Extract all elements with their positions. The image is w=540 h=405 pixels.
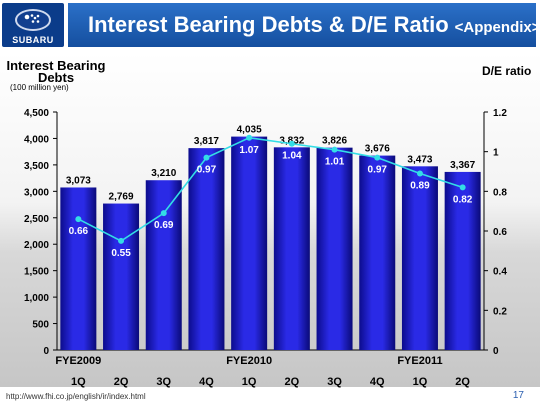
de-ratio-label: 0.55 (111, 248, 131, 259)
de-ratio-label: 0.82 (453, 194, 473, 205)
de-ratio-label: 0.66 (69, 226, 89, 237)
bar (316, 147, 353, 350)
y2-tick-label: 1 (493, 148, 499, 159)
bar (145, 180, 182, 350)
subaru-logo: SUBARU (2, 3, 64, 47)
bar-value-label: 3,817 (194, 136, 219, 147)
x-tick-label: 1Q (413, 376, 428, 388)
stars-icon (24, 14, 40, 23)
footer: http://www.fhi.co.jp/english/ir/index.ht… (0, 388, 540, 405)
title-main: Interest Bearing Debts & D/E Ratio (88, 12, 449, 37)
title-bar: Interest Bearing Debts & D/E Ratio <Appen… (68, 3, 540, 47)
de-ratio-point (203, 154, 210, 161)
de-ratio-line (77, 136, 463, 242)
x-tick-label: 4Q (370, 376, 385, 388)
y-tick-label: 4,000 (24, 134, 49, 145)
y2-tick-label: 0.4 (493, 267, 507, 278)
y2-tick-label: 0 (493, 346, 499, 357)
bar (359, 155, 396, 350)
y2-tick-label: 1.2 (493, 108, 507, 119)
bar (273, 147, 310, 350)
page-number: 17 (512, 390, 524, 401)
y2-tick-label: 0.2 (493, 306, 507, 317)
bar-value-label: 3,073 (66, 175, 91, 186)
de-ratio-label: 1.07 (239, 145, 259, 156)
fiscal-year-label: FYE2011 (397, 355, 442, 367)
footer-url: http://www.fhi.co.jp/english/ir/index.ht… (6, 392, 146, 401)
y2-axis-title: D/E ratio (482, 64, 532, 78)
page-title: Interest Bearing Debts & D/E Ratio <Appen… (88, 12, 540, 38)
header: SUBARU Interest Bearing Debts & D/E Rati… (0, 0, 540, 50)
y-axis-title: Interest Bearing Debts (6, 58, 106, 85)
y-tick-label: 2,500 (24, 214, 49, 225)
y-tick-label: 3,500 (24, 161, 49, 172)
x-tick-label: 2Q (114, 376, 129, 388)
de-ratio-label: 0.89 (410, 180, 430, 191)
x-tick-label: 3Q (156, 376, 171, 388)
y-tick-label: 3,000 (24, 187, 49, 198)
bar-value-label: 3,367 (450, 160, 475, 171)
x-tick-label: 2Q (285, 376, 300, 388)
bar-value-label: 3,473 (407, 154, 432, 165)
bar-value-label: 2,769 (109, 192, 134, 203)
x-tick-label: 2Q (455, 376, 470, 388)
y2-tick-label: 0.6 (493, 227, 507, 238)
bar-value-label: 3,826 (322, 136, 347, 147)
de-ratio-point (246, 134, 253, 141)
y-tick-label: 1,500 (24, 267, 49, 278)
x-tick-label: 4Q (199, 376, 214, 388)
de-ratio-label: 1.01 (325, 157, 345, 168)
bar-value-label: 4,035 (237, 125, 262, 136)
x-tick-label: 3Q (327, 376, 342, 388)
y-tick-label: 1,000 (24, 293, 49, 304)
de-ratio-point (288, 140, 295, 147)
de-ratio-point (160, 210, 167, 217)
bar-value-label: 3,676 (365, 144, 390, 155)
bar (188, 148, 225, 350)
de-ratio-point (75, 216, 82, 223)
logo-text: SUBARU (12, 35, 54, 45)
y-tick-label: 4,500 (24, 108, 49, 119)
de-ratio-label: 1.04 (282, 151, 302, 162)
de-ratio-point (118, 237, 125, 244)
fiscal-year-label: FYE2010 (226, 355, 272, 367)
title-suffix: <Appendix> (454, 19, 540, 36)
logo-oval-icon (15, 9, 51, 31)
bar-value-label: 3,210 (151, 168, 176, 179)
y-tick-label: 2,000 (24, 240, 49, 251)
de-ratio-label: 0.97 (197, 165, 217, 176)
y-axis-unit: (100 million yen) (10, 83, 69, 92)
x-tick-label: 1Q (242, 376, 257, 388)
de-ratio-label: 0.69 (154, 220, 174, 231)
bar (401, 166, 438, 350)
y2-tick-label: 0.8 (493, 187, 507, 198)
de-ratio-point (331, 146, 338, 153)
bar (444, 171, 481, 350)
de-ratio-label: 0.97 (368, 165, 388, 176)
de-ratio-point (416, 170, 423, 177)
de-ratio-point (459, 184, 466, 191)
y-tick-label: 500 (32, 320, 49, 331)
bar (231, 136, 268, 350)
x-tick-label: 1Q (71, 376, 86, 388)
bar (60, 187, 97, 350)
fiscal-year-label: FYE2009 (55, 355, 101, 367)
bar (103, 203, 140, 350)
de-ratio-point (374, 154, 381, 161)
y-tick-label: 0 (43, 346, 49, 357)
